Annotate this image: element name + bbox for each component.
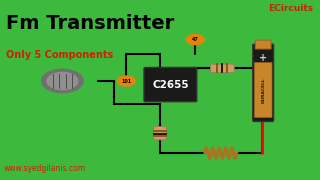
FancyBboxPatch shape: [154, 127, 166, 140]
FancyBboxPatch shape: [144, 68, 197, 102]
Text: +: +: [259, 53, 268, 63]
FancyBboxPatch shape: [211, 64, 234, 73]
Text: DURACELL: DURACELL: [261, 77, 265, 103]
Text: Fm Transmitter: Fm Transmitter: [6, 14, 175, 33]
FancyBboxPatch shape: [253, 44, 274, 122]
Circle shape: [186, 35, 204, 45]
Text: 47: 47: [192, 37, 199, 42]
Text: www.syedgilanis.com: www.syedgilanis.com: [3, 164, 85, 173]
FancyBboxPatch shape: [255, 40, 271, 49]
Text: ECircuits: ECircuits: [268, 4, 314, 13]
Text: Only 5 Components: Only 5 Components: [6, 50, 114, 60]
Text: C2655: C2655: [152, 80, 189, 90]
Text: 101: 101: [121, 78, 132, 84]
Circle shape: [117, 76, 135, 86]
Circle shape: [42, 69, 83, 93]
FancyBboxPatch shape: [254, 63, 272, 117]
Circle shape: [47, 72, 78, 90]
